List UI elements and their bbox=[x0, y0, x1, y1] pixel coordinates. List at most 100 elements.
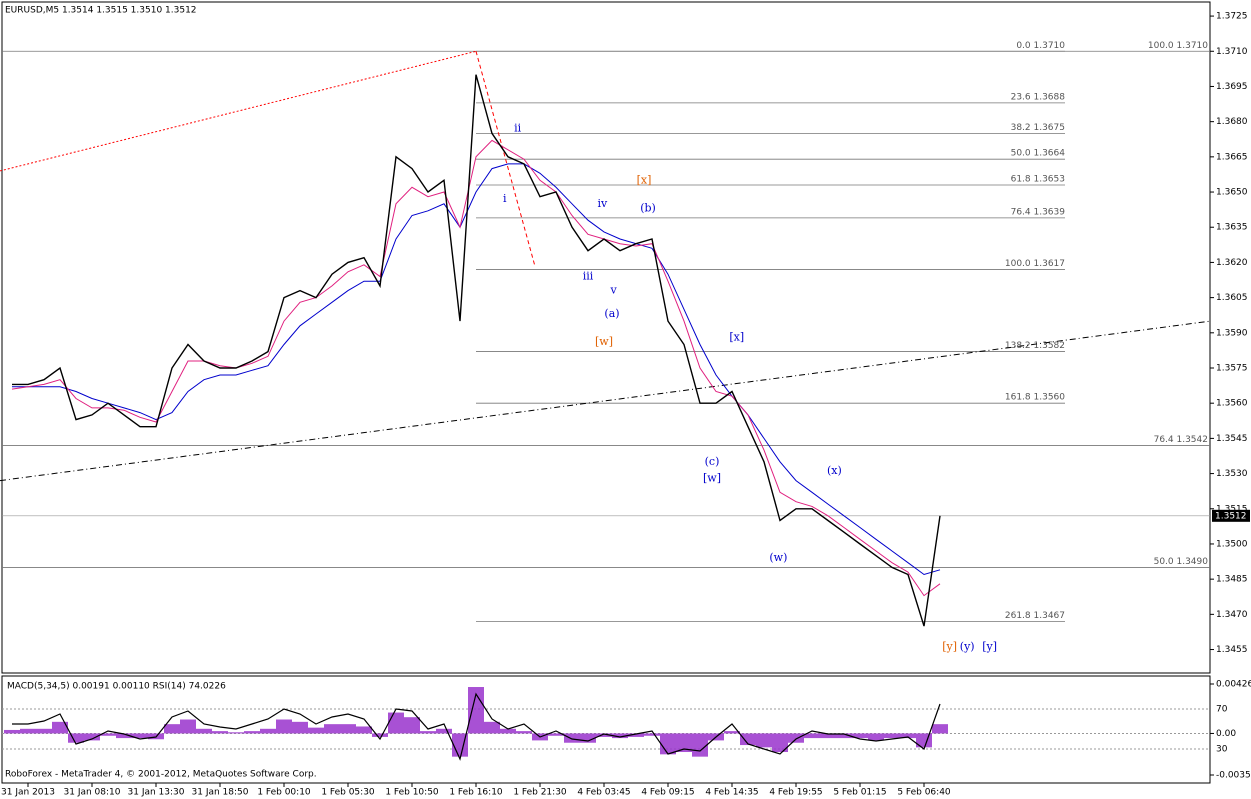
macd-bar bbox=[340, 724, 356, 734]
wave-label: (b) bbox=[640, 201, 656, 214]
macd-bar bbox=[612, 733, 628, 739]
fib-label: 76.4 1.3639 bbox=[1011, 207, 1066, 217]
macd-bar bbox=[420, 731, 436, 734]
macd-bar bbox=[4, 729, 20, 734]
trend-line bbox=[475, 51, 536, 268]
y-tick-label: 1.3500 bbox=[1216, 539, 1248, 549]
wave-label: (y) bbox=[960, 640, 975, 653]
macd-bar bbox=[724, 731, 740, 734]
rsi-line bbox=[12, 692, 941, 761]
fib-label: 50.0 1.3664 bbox=[1011, 149, 1066, 159]
wave-label: v bbox=[609, 284, 617, 297]
wave-label: [w] bbox=[595, 335, 613, 348]
macd-bar bbox=[100, 733, 116, 736]
y2-tick-label: 30 bbox=[1216, 745, 1228, 755]
wave-label: (x) bbox=[827, 464, 842, 477]
fib-label: 23.6 1.3688 bbox=[1011, 92, 1066, 102]
macd-bar bbox=[372, 733, 388, 737]
wave-label: [y] bbox=[942, 640, 957, 653]
macd-bar bbox=[308, 727, 324, 734]
macd-bar bbox=[292, 721, 308, 734]
macd-bar bbox=[132, 733, 148, 739]
fib-label: 76.4 1.3542 bbox=[1154, 435, 1208, 445]
macd-bar bbox=[580, 733, 596, 743]
macd-bar bbox=[68, 733, 84, 743]
macd-bar bbox=[660, 733, 676, 755]
x-tick-label: 31 Jan 13:30 bbox=[128, 788, 185, 798]
y-tick-label: 1.3560 bbox=[1216, 399, 1248, 409]
y-tick-label: 1.3590 bbox=[1216, 328, 1248, 338]
price-panel bbox=[1, 1, 1211, 674]
y-tick-label: 1.3605 bbox=[1216, 293, 1248, 303]
x-tick-label: 4 Feb 09:15 bbox=[641, 788, 694, 798]
last-price-box bbox=[1212, 509, 1250, 522]
fib-label: 50.0 1.3490 bbox=[1154, 557, 1209, 567]
y-tick-label: 1.3695 bbox=[1216, 82, 1248, 92]
price-line bbox=[12, 163, 941, 576]
macd-bar bbox=[52, 721, 68, 734]
wave-label: i bbox=[503, 192, 507, 205]
price-line bbox=[11, 139, 941, 597]
macd-bar bbox=[628, 733, 644, 737]
y-tick-label: 1.3455 bbox=[1216, 645, 1248, 655]
macd-bar bbox=[260, 728, 276, 734]
macd-bar bbox=[468, 687, 484, 734]
macd-bar bbox=[884, 733, 900, 739]
macd-bar bbox=[564, 733, 580, 743]
macd-bar bbox=[596, 733, 612, 737]
macd-bar bbox=[324, 724, 340, 734]
y-tick-label: 1.3515 bbox=[1216, 504, 1248, 514]
macd-bar bbox=[932, 724, 948, 734]
y-tick-label: 1.3530 bbox=[1216, 469, 1248, 479]
trend-line bbox=[0, 50, 477, 172]
y-tick-label: 1.3725 bbox=[1216, 12, 1248, 22]
wave-label: iv bbox=[598, 197, 609, 210]
price-line bbox=[12, 74, 941, 627]
macd-bar bbox=[196, 728, 212, 734]
x-tick-label: 31 Jan 2013 bbox=[1, 788, 55, 798]
y2-tick-label: 70 bbox=[1216, 705, 1228, 715]
x-tick-label: 4 Feb 14:35 bbox=[705, 788, 758, 798]
macd-bar bbox=[212, 731, 228, 734]
macd-bar bbox=[900, 733, 916, 739]
macd-bar bbox=[404, 717, 420, 734]
x-tick-label: 4 Feb 19:55 bbox=[769, 788, 822, 798]
y-tick-label: 1.3545 bbox=[1216, 434, 1248, 444]
x-tick-label: 1 Feb 10:50 bbox=[385, 788, 439, 798]
macd-bar bbox=[36, 728, 52, 734]
macd-bar bbox=[20, 728, 36, 734]
y-tick-label: 0.00426 bbox=[1216, 680, 1251, 690]
x-tick-label: 31 Jan 18:50 bbox=[192, 788, 249, 798]
x-tick-label: 1 Feb 05:30 bbox=[321, 788, 375, 798]
chart-title: EURUSD,M5 1.3514 1.3515 1.3510 1.3512 bbox=[5, 6, 197, 16]
wave-label: ii bbox=[514, 122, 522, 135]
fib-label: 261.8 1.3467 bbox=[1005, 611, 1065, 621]
indicator-title: MACD(5,34,5) 0.00191 0.00110 RSI(14) 74.… bbox=[7, 682, 226, 692]
trend-line bbox=[0, 320, 1211, 482]
macd-bar bbox=[644, 733, 660, 736]
x-tick-label: 5 Feb 01:15 bbox=[833, 788, 886, 798]
y-tick-label: -0.00358 bbox=[1216, 771, 1251, 781]
wave-label: [x] bbox=[637, 173, 652, 186]
macd-bar bbox=[356, 726, 372, 734]
fib-label: 38.2 1.3675 bbox=[1011, 123, 1065, 133]
macd-bar bbox=[244, 731, 260, 734]
x-tick-label: 1 Feb 21:30 bbox=[513, 788, 567, 798]
y-tick-label: 0.00 bbox=[1216, 729, 1236, 739]
macd-bar bbox=[836, 733, 852, 739]
wave-label: [w] bbox=[703, 471, 721, 484]
macd-bar bbox=[868, 733, 884, 741]
wave-label: (c) bbox=[705, 455, 720, 468]
macd-bar bbox=[180, 719, 196, 734]
macd-bar bbox=[788, 733, 804, 743]
fib-label: 138.2 1.3582 bbox=[1005, 341, 1065, 351]
macd-bar bbox=[164, 724, 180, 734]
macd-bar bbox=[772, 733, 788, 753]
fib-label: 100.0 1.3617 bbox=[1005, 259, 1065, 269]
x-tick-label: 1 Feb 16:10 bbox=[449, 788, 503, 798]
wave-label: [y] bbox=[982, 640, 997, 653]
macd-bar bbox=[116, 733, 132, 739]
macd-bar bbox=[484, 721, 500, 734]
wave-label: iii bbox=[583, 270, 594, 283]
